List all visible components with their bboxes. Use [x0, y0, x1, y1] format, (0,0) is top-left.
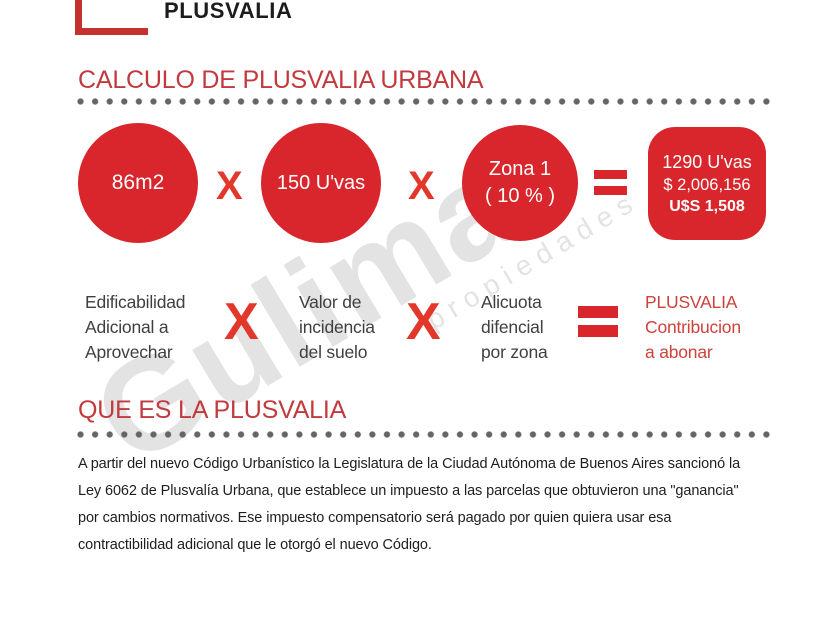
- about-section-title: QUE ES LA PLUSVALIA: [78, 396, 347, 424]
- brand-logo-text: PLUSVALIA: [164, 0, 293, 23]
- factor-circle-area: 86m2: [78, 123, 198, 243]
- dotted-divider: [77, 431, 771, 438]
- equals-operator: [594, 170, 627, 202]
- about-paragraph: A partir del nuevo Código Urbanístico la…: [78, 456, 741, 553]
- multiply-operator: X: [406, 293, 441, 351]
- equals-bar: [578, 306, 618, 318]
- result-uvas: 1290 U'vas: [662, 151, 752, 172]
- legend-label-valor-incidencia: Valor de incidencia del suelo: [299, 292, 375, 362]
- result-box: 1290 U'vas $ 2,006,156 U$S 1,508: [648, 127, 766, 240]
- equals-bar: [594, 186, 627, 195]
- multiply-operator: X: [224, 293, 259, 351]
- equals-bar: [594, 170, 627, 179]
- result-pesos: $ 2,006,156: [663, 175, 751, 194]
- factor-circle-zone: Zona 1 ( 10 % ): [462, 125, 578, 241]
- factor-circle-uvas: 150 U'vas: [261, 123, 381, 243]
- equals-bar: [578, 325, 618, 337]
- multiply-operator: X: [216, 164, 243, 208]
- brand-logo-corner-icon: [75, 0, 148, 35]
- result-usd: U$S 1,508: [669, 197, 745, 215]
- equals-operator: [578, 306, 618, 344]
- multiply-operator: X: [408, 164, 435, 208]
- dotted-divider: [77, 98, 771, 105]
- legend-result-label: PLUSVALIA Contribucion a abonar: [645, 292, 741, 362]
- calc-section-title: CALCULO DE PLUSVALIA URBANA: [78, 66, 484, 94]
- legend-label-edificabilidad: Edificabilidad Adicional a Aprovechar: [85, 292, 186, 362]
- legend-label-alicuota: Alicuota difencial por zona: [481, 292, 548, 362]
